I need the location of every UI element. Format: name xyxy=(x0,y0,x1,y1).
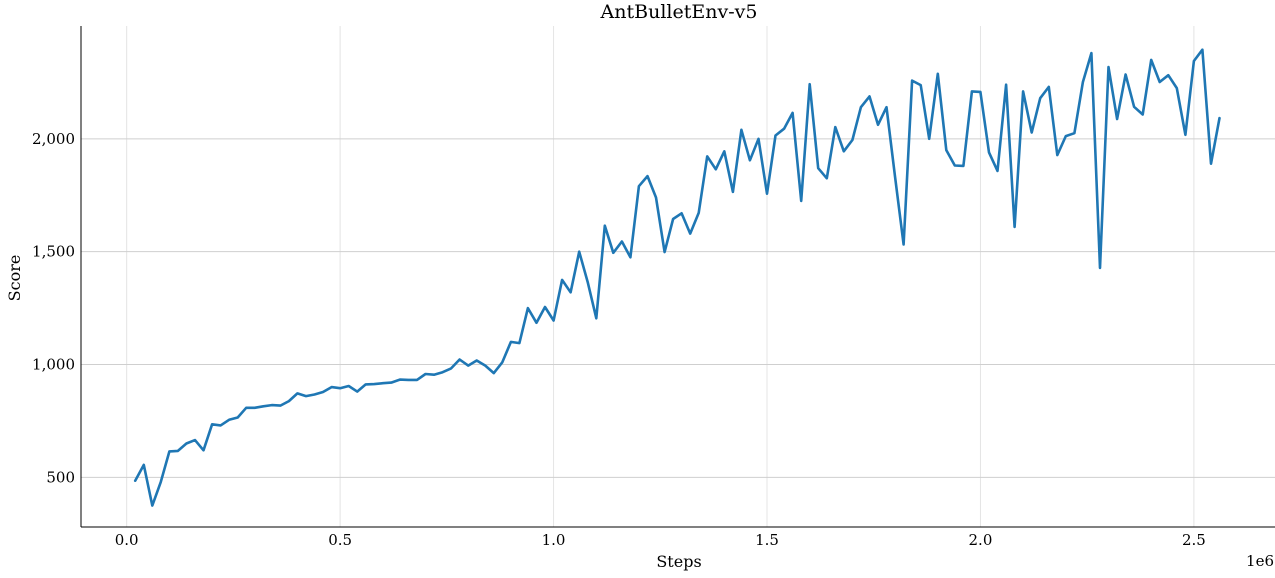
x-axis-label: Steps xyxy=(656,552,701,571)
series-line xyxy=(133,48,1221,507)
y-tick-labels: 500 1,000 1,500 2,000 xyxy=(32,130,75,487)
y-axis-label: Score xyxy=(5,255,24,302)
y-tick-label: 1,500 xyxy=(32,243,75,261)
x-tick-labels: 0.0 0.5 1.0 1.5 2.0 2.5 xyxy=(115,531,1206,549)
x-tick-label: 0.5 xyxy=(328,531,352,549)
x-tick-label: 0.0 xyxy=(115,531,139,549)
axes xyxy=(80,26,1275,528)
x-tick-label: 1.0 xyxy=(542,531,566,549)
grid xyxy=(81,26,1275,527)
y-tick-label: 1,000 xyxy=(32,356,75,374)
chart-title: AntBulletEnv-v5 xyxy=(600,1,758,23)
x-tick-label: 2.5 xyxy=(1182,531,1206,549)
x-tick-label: 2.0 xyxy=(969,531,993,549)
y-tick-label: 500 xyxy=(46,468,75,486)
series-line-group xyxy=(133,48,1221,507)
y-tick-label: 2,000 xyxy=(32,130,75,148)
x-tick-label: 1.5 xyxy=(755,531,779,549)
x-offset-label: 1e6 xyxy=(1246,552,1274,570)
